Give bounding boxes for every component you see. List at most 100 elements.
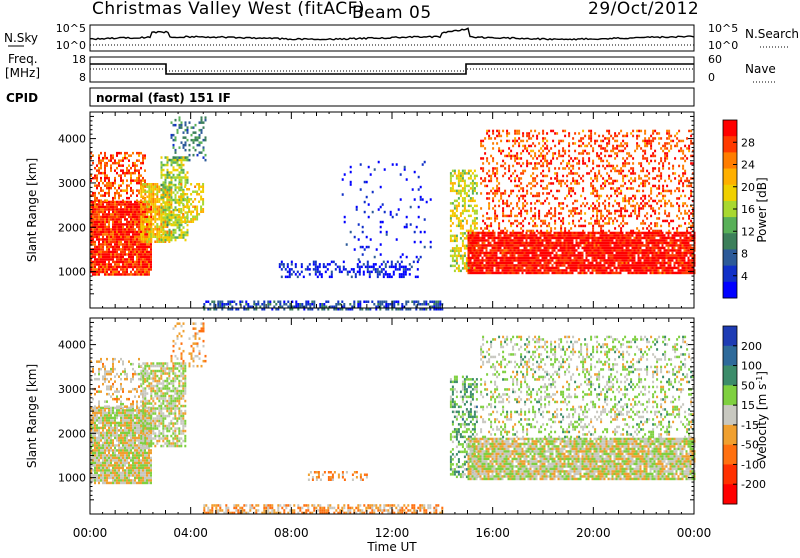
power-cell xyxy=(570,239,572,242)
power-cell xyxy=(273,301,275,304)
power-cell xyxy=(182,193,184,196)
power-cell xyxy=(279,303,281,306)
power-cell xyxy=(128,246,130,249)
power-cell xyxy=(670,267,672,270)
power-cell xyxy=(678,254,680,257)
power-cell xyxy=(472,190,474,193)
power-cell xyxy=(576,264,578,267)
power-cell xyxy=(269,303,271,306)
power-cell xyxy=(628,262,630,265)
power-cell xyxy=(136,256,138,259)
power-cell xyxy=(540,220,542,223)
power-cell xyxy=(106,271,108,274)
power-cell xyxy=(472,180,474,183)
power-cell xyxy=(189,149,191,152)
power-cell xyxy=(142,191,144,194)
power-cell xyxy=(367,268,369,271)
power-cell xyxy=(140,211,142,214)
power-cell xyxy=(181,231,183,234)
power-cell xyxy=(490,249,492,252)
power-cell xyxy=(124,208,126,211)
power-cell xyxy=(185,129,187,132)
power-cell xyxy=(572,232,574,235)
power-cell xyxy=(642,237,644,240)
power-cell xyxy=(564,244,566,247)
power-cell xyxy=(146,196,148,199)
power-cell xyxy=(682,272,684,275)
power-cell xyxy=(586,252,588,255)
power-cell xyxy=(108,238,110,241)
power-cell xyxy=(104,228,106,231)
power-cell xyxy=(173,229,175,232)
power-cell xyxy=(437,301,439,304)
power-cell xyxy=(106,162,108,165)
power-cell xyxy=(114,169,116,172)
power-cell xyxy=(433,303,435,306)
power-cell xyxy=(648,257,650,260)
power-cell xyxy=(548,259,550,262)
power-cell xyxy=(182,191,184,194)
power-cell xyxy=(518,242,520,245)
power-cell xyxy=(652,267,654,270)
power-cell xyxy=(399,273,401,276)
power-cell xyxy=(94,174,96,177)
power-cell xyxy=(452,212,454,215)
power-cell xyxy=(514,267,516,270)
power-cell xyxy=(646,262,648,265)
noise-left-tick-bottom: 10^0 xyxy=(56,39,86,52)
power-cell xyxy=(281,276,283,279)
power-cell xyxy=(632,242,634,245)
power-cell xyxy=(540,259,542,262)
power-cell xyxy=(158,188,160,191)
power-cell xyxy=(548,202,550,205)
power-cell xyxy=(526,242,528,245)
power-cell xyxy=(506,247,508,250)
power-cell xyxy=(652,272,654,275)
power-cell xyxy=(279,301,281,304)
power-cell xyxy=(538,212,540,215)
power-cell xyxy=(165,176,167,179)
power-cell xyxy=(130,271,132,274)
power-cell xyxy=(508,262,510,265)
power-cell xyxy=(590,232,592,235)
power-cell xyxy=(291,261,293,264)
power-cell xyxy=(413,303,415,306)
power-cell xyxy=(393,301,395,304)
power-cell xyxy=(120,184,122,187)
power-cell xyxy=(508,152,510,155)
power-cell xyxy=(522,244,524,247)
power-cell xyxy=(660,252,662,255)
power-cell xyxy=(564,272,566,275)
power-cell xyxy=(600,259,602,262)
power-cell xyxy=(604,234,606,237)
power-cell xyxy=(478,267,480,270)
power-cell xyxy=(548,167,550,170)
power-cell xyxy=(604,244,606,247)
power-cell xyxy=(156,193,158,196)
power-cell xyxy=(488,170,490,173)
power-cell xyxy=(552,249,554,252)
power-cell xyxy=(161,204,163,207)
power-cell xyxy=(500,152,502,155)
power-cell xyxy=(586,247,588,250)
power-cell xyxy=(516,195,518,198)
power-cell xyxy=(504,234,506,237)
power-cell xyxy=(472,210,474,213)
power-cell xyxy=(494,137,496,140)
power-cell xyxy=(136,258,138,261)
power-cell xyxy=(626,247,628,250)
power-cell xyxy=(173,161,175,164)
power-cell xyxy=(534,185,536,188)
power-cell xyxy=(562,272,564,275)
power-cell xyxy=(488,259,490,262)
power-cell xyxy=(528,152,530,155)
power-cell xyxy=(150,201,152,204)
power-cell xyxy=(560,272,562,275)
power-cell xyxy=(638,262,640,265)
power-cell xyxy=(175,119,177,122)
power-cell xyxy=(572,254,574,257)
power-cell xyxy=(102,231,104,234)
power-cell xyxy=(518,262,520,265)
power-cell xyxy=(498,187,500,190)
power-cell xyxy=(138,268,140,271)
